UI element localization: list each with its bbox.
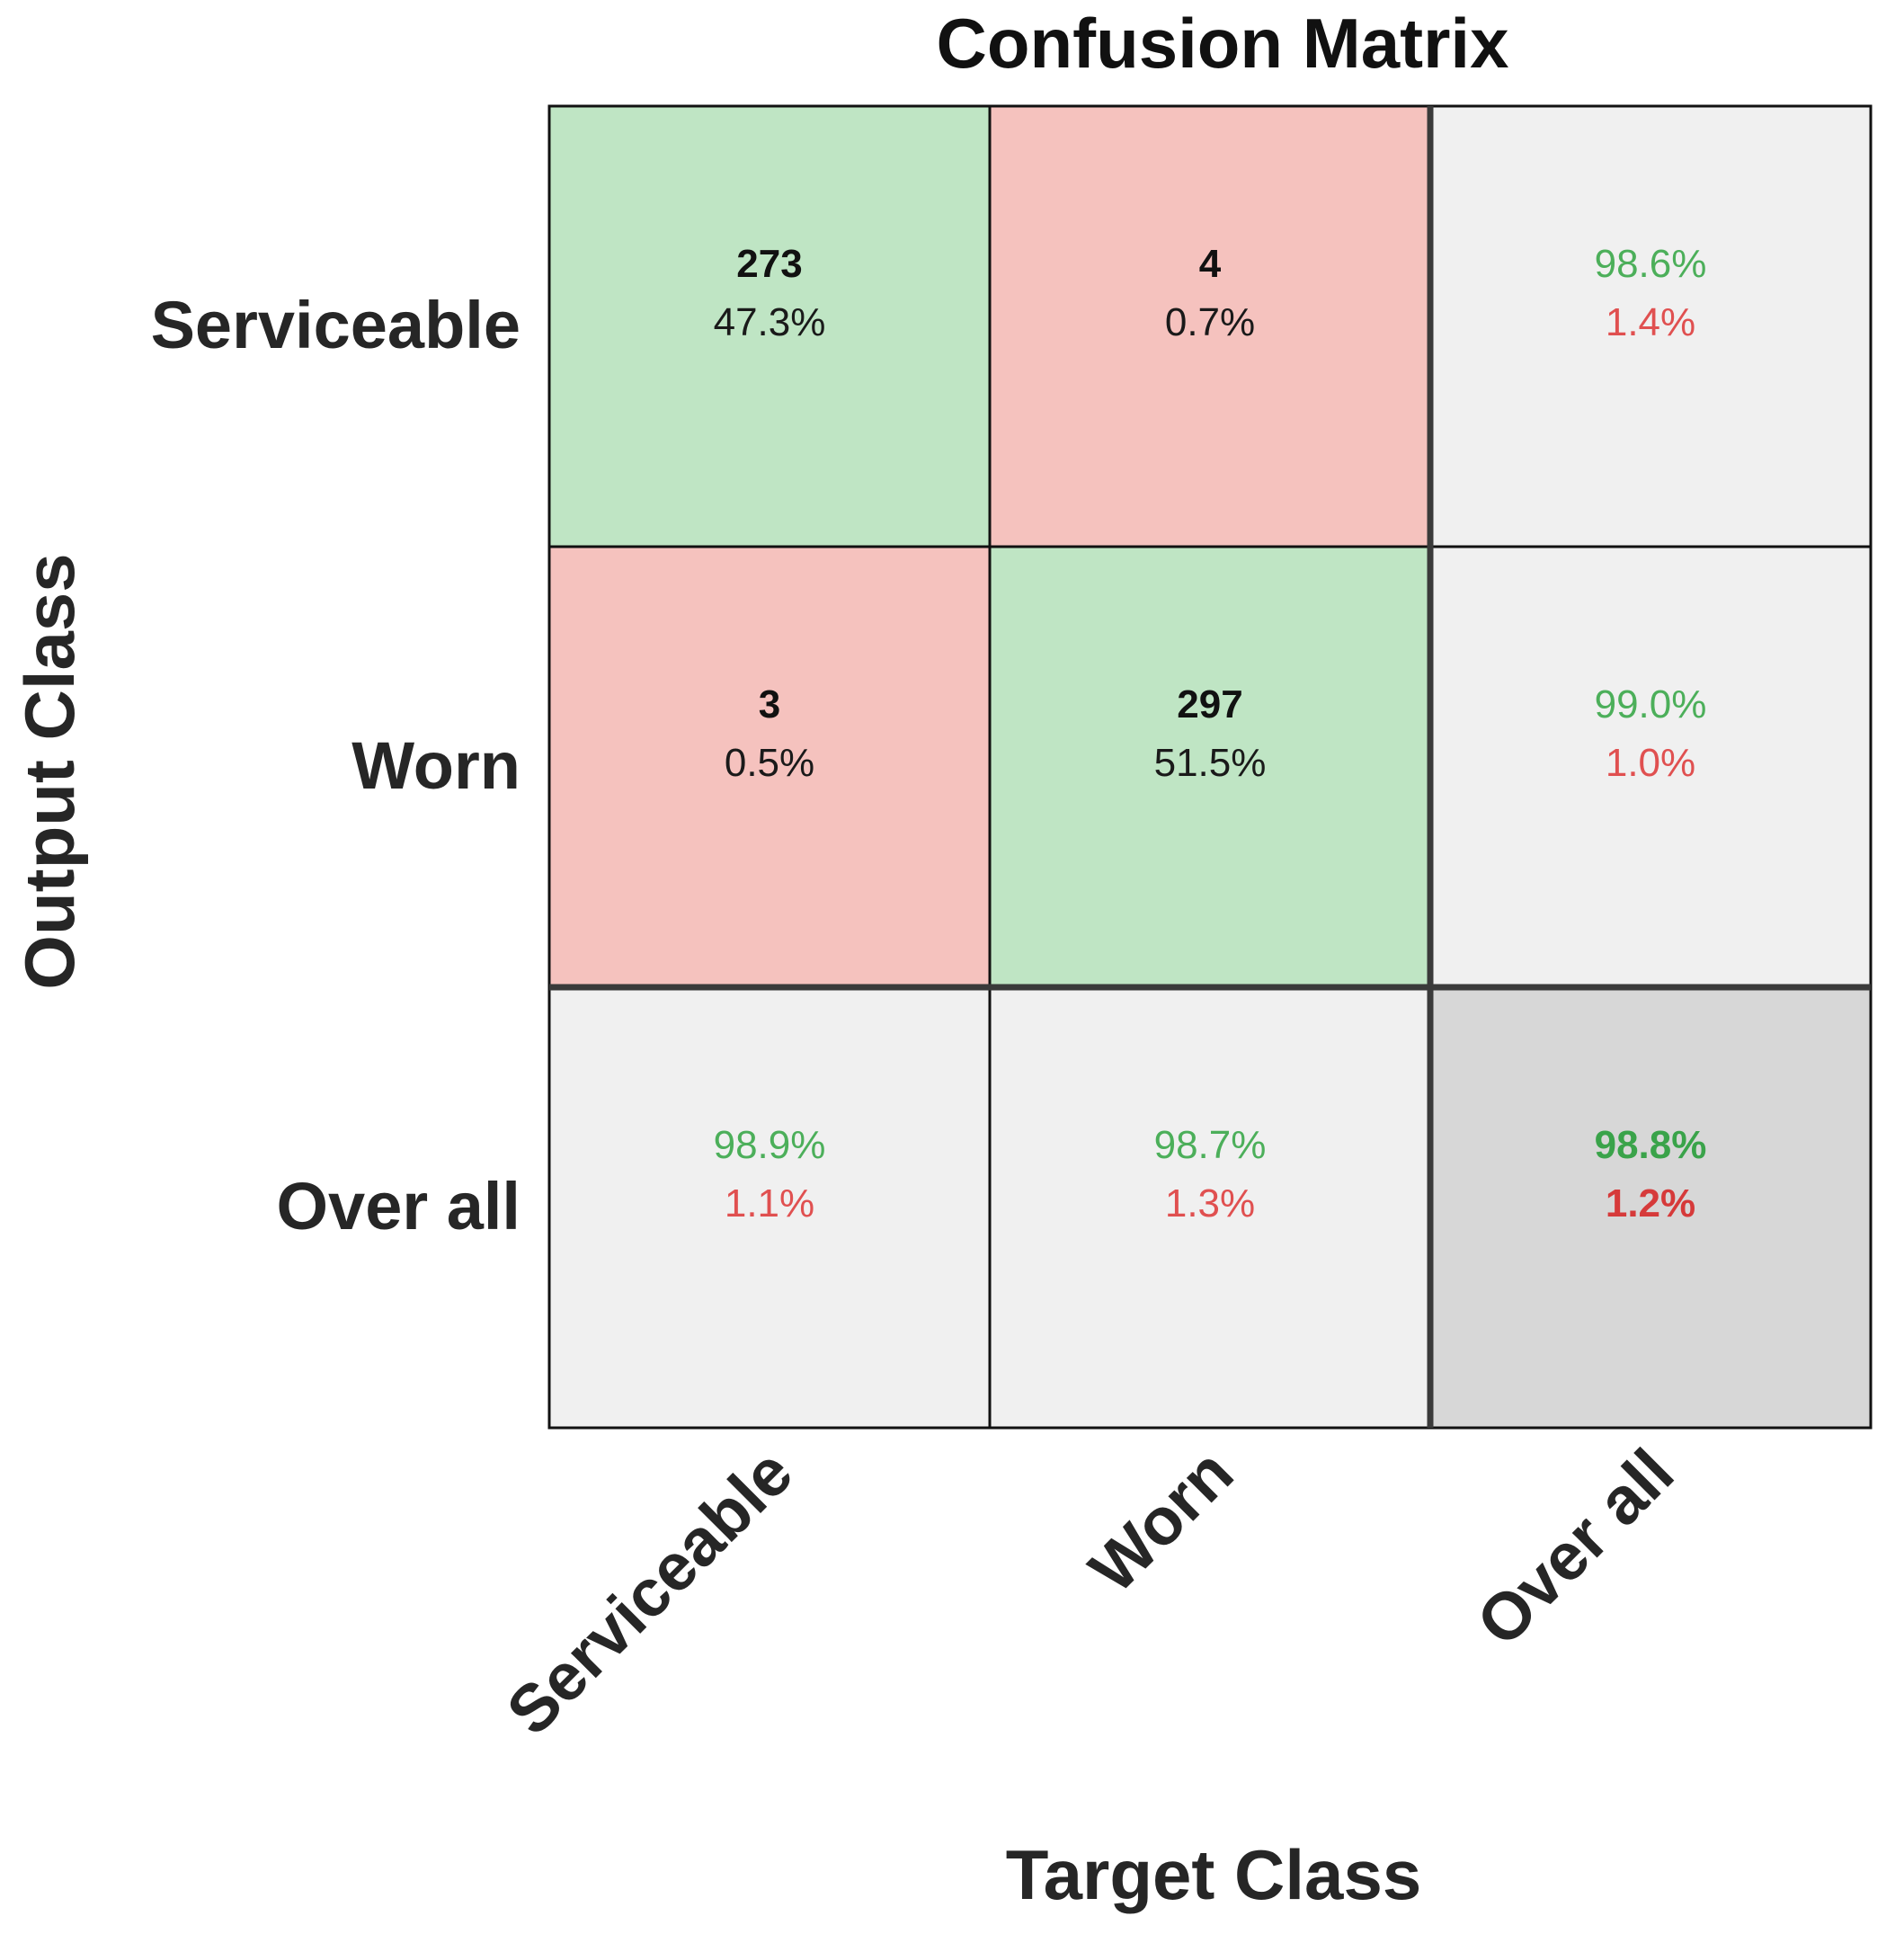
matrix-cell-r1-c0	[549, 547, 990, 987]
cell-percent-r1-c1: 51.5%	[1154, 741, 1267, 785]
matrix-cell-r0-c2	[1430, 106, 1871, 547]
column-summary-1-correct: 98.7%	[1154, 1123, 1267, 1167]
cell-percent-r1-c0: 0.5%	[725, 741, 814, 785]
matrix-cell-r2-c2	[1430, 987, 1871, 1428]
x-tick-label-1: Worn	[1075, 1435, 1247, 1607]
overall-summary-error: 1.2%	[1606, 1181, 1695, 1225]
row-summary-1-error: 1.0%	[1606, 741, 1695, 785]
cell-count-r0-c0: 273	[736, 242, 802, 286]
matrix-cells	[549, 106, 1871, 1428]
matrix-cell-r2-c1	[990, 987, 1430, 1428]
y-tick-label-2: Over all	[276, 1169, 520, 1243]
matrix-cell-r0-c0	[549, 106, 990, 547]
matrix-grid	[547, 104, 1873, 1430]
column-summary-1-error: 1.3%	[1165, 1181, 1255, 1225]
y-axis-label: Output Class	[10, 553, 89, 989]
x-tick-label-0: Serviceable	[493, 1435, 807, 1750]
column-summary-0-correct: 98.9%	[714, 1123, 826, 1167]
matrix-cell-r2-c0	[549, 987, 990, 1428]
cell-count-r1-c0: 3	[759, 682, 780, 726]
matrix-border	[547, 104, 1873, 1430]
cell-count-r1-c1: 297	[1177, 682, 1242, 726]
y-tick-label-1: Worn	[351, 728, 520, 803]
x-tick-label-2: Over all	[1463, 1435, 1688, 1661]
matrix-cell-text: 273 47.3% 4 0.7% 3 0.5% 297 51.5% 98.6% 1.4% 99.0%…	[714, 242, 1707, 1225]
row-summary-0-error: 1.4%	[1606, 300, 1695, 344]
row-summary-1-correct: 99.0%	[1595, 682, 1707, 726]
matrix-cell-r1-c1	[990, 547, 1430, 987]
matrix-cell-r1-c2	[1430, 547, 1871, 987]
y-tick-labels: Serviceable Worn Over all	[151, 288, 520, 1243]
x-tick-labels: Serviceable Worn Over all	[493, 1435, 1688, 1750]
cell-percent-r0-c1: 0.7%	[1165, 300, 1255, 344]
row-summary-0-correct: 98.6%	[1595, 242, 1707, 286]
column-summary-0-error: 1.1%	[725, 1181, 814, 1225]
overall-summary-correct: 98.8%	[1595, 1123, 1707, 1167]
chart-title: Confusion Matrix	[937, 4, 1509, 83]
y-tick-label-0: Serviceable	[151, 288, 520, 362]
matrix-cell-r0-c1	[990, 106, 1430, 547]
cell-percent-r0-c0: 47.3%	[714, 300, 826, 344]
cell-count-r0-c1: 4	[1199, 242, 1222, 286]
x-axis-label: Target Class	[1006, 1835, 1421, 1914]
